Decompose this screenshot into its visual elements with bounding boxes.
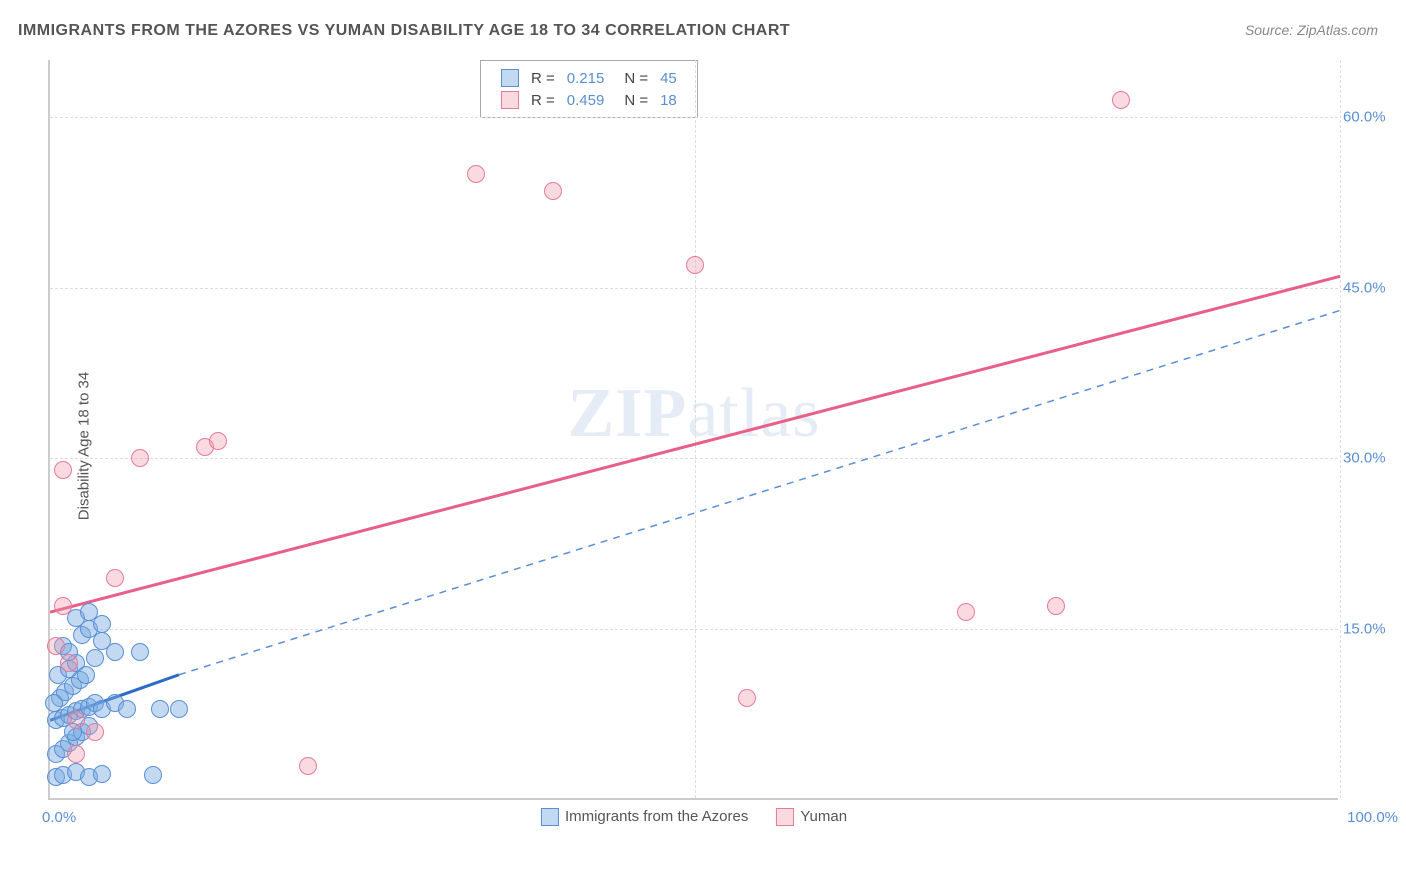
scatter-point bbox=[47, 637, 65, 655]
scatter-point bbox=[86, 723, 104, 741]
scatter-point bbox=[118, 700, 136, 718]
scatter-point bbox=[80, 603, 98, 621]
scatter-point bbox=[86, 649, 104, 667]
y-tick-label: 45.0% bbox=[1343, 279, 1398, 296]
scatter-point bbox=[209, 432, 227, 450]
scatter-point bbox=[45, 694, 63, 712]
gridline-horizontal bbox=[50, 629, 1338, 630]
scatter-point bbox=[67, 745, 85, 763]
scatter-point bbox=[67, 711, 85, 729]
gridline-horizontal bbox=[50, 117, 1338, 118]
scatter-point bbox=[131, 449, 149, 467]
scatter-point bbox=[1112, 91, 1130, 109]
legend-item: Immigrants from the Azores bbox=[541, 808, 748, 825]
scatter-point bbox=[1047, 597, 1065, 615]
chart-title: IMMIGRANTS FROM THE AZORES VS YUMAN DISA… bbox=[18, 22, 790, 40]
scatter-point bbox=[544, 182, 562, 200]
scatter-point bbox=[170, 700, 188, 718]
series-legend: Immigrants from the Azores Yuman bbox=[527, 808, 861, 826]
scatter-point bbox=[54, 461, 72, 479]
gridline-vertical bbox=[695, 60, 696, 798]
scatter-point bbox=[131, 643, 149, 661]
gridline-horizontal bbox=[50, 288, 1338, 289]
scatter-point bbox=[93, 765, 111, 783]
x-tick-label: 100.0% bbox=[1347, 809, 1398, 826]
scatter-point bbox=[686, 256, 704, 274]
y-tick-label: 60.0% bbox=[1343, 108, 1398, 125]
legend-item: Yuman bbox=[776, 808, 847, 825]
gridline-vertical bbox=[1340, 60, 1341, 798]
scatter-point bbox=[60, 654, 78, 672]
trend-line-dashed bbox=[179, 310, 1340, 674]
scatter-point bbox=[144, 766, 162, 784]
x-tick-label: 0.0% bbox=[42, 809, 76, 826]
plot-area: ZIPatlas R =0.215N =45R =0.459N =18 Immi… bbox=[48, 60, 1338, 800]
correlation-legend: R =0.215N =45R =0.459N =18 bbox=[480, 60, 698, 118]
scatter-point bbox=[957, 603, 975, 621]
scatter-point bbox=[467, 165, 485, 183]
scatter-point bbox=[151, 700, 169, 718]
source-attribution: Source: ZipAtlas.com bbox=[1245, 22, 1378, 38]
scatter-point bbox=[106, 569, 124, 587]
scatter-point bbox=[54, 597, 72, 615]
watermark: ZIPatlas bbox=[568, 374, 821, 454]
y-tick-label: 15.0% bbox=[1343, 621, 1398, 638]
scatter-point bbox=[738, 689, 756, 707]
scatter-point bbox=[77, 666, 95, 684]
gridline-horizontal bbox=[50, 458, 1338, 459]
scatter-point bbox=[93, 632, 111, 650]
y-tick-label: 30.0% bbox=[1343, 450, 1398, 467]
scatter-point bbox=[299, 757, 317, 775]
